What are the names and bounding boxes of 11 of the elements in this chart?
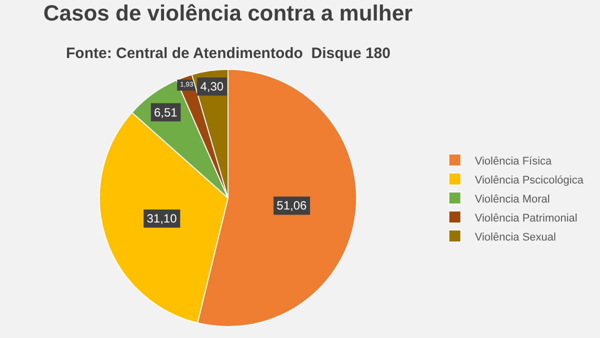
chart-title: Casos de violência contra a mulher: [43, 0, 414, 26]
legend-label: Violência Moral: [474, 193, 550, 206]
legend-label: Violência Pscicológica: [474, 174, 584, 186]
legend-label: Violência Patrimonial: [474, 212, 578, 224]
data-label: 51,06: [276, 198, 308, 213]
data-label: 31,10: [146, 212, 178, 226]
legend-label: Violência Física: [474, 155, 553, 168]
chart-subtitle: Fonte: Central de Atendimentodo Disque 180: [66, 45, 390, 62]
data-label: 4,30: [200, 80, 224, 94]
data-label: 6,51: [154, 105, 178, 120]
legend-label: Violência Sexual: [474, 231, 556, 244]
